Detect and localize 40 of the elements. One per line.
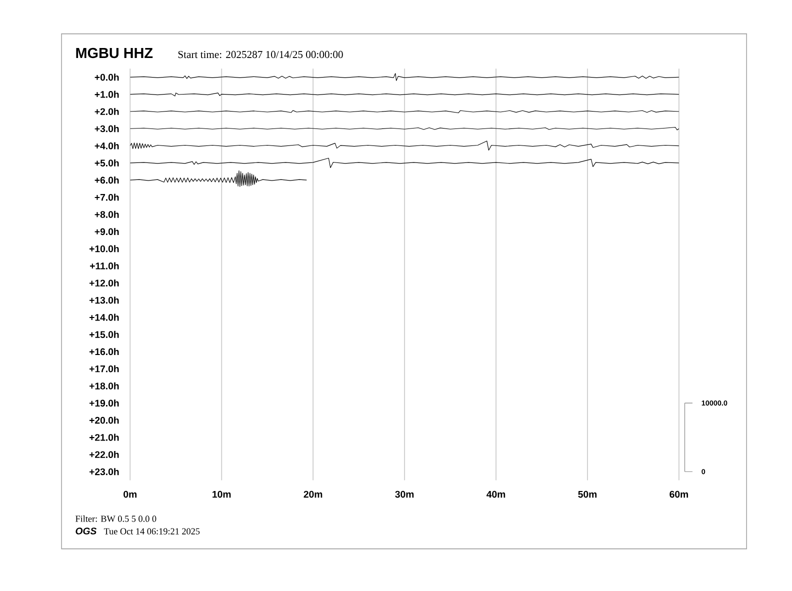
line-series	[130, 72, 679, 81]
x-tick-label: 0m	[124, 490, 136, 498]
y-tick-label: +9.0h	[94, 228, 119, 235]
chart-title: MGBU HHZ	[76, 48, 153, 58]
y-tick-label: +7.0h	[94, 194, 119, 201]
y-tick-label: +1.0h	[94, 90, 119, 98]
text: Filter: BW 0.5 5 0.0 0	[76, 515, 156, 522]
x-tick-label: 50m	[578, 490, 597, 498]
y-tick-label: +5.0h	[94, 159, 119, 166]
text: OGS	[76, 527, 97, 534]
x-tick-label: 60m	[670, 490, 688, 498]
y-tick-label: +23.0h	[89, 468, 119, 476]
y-tick-label: +16.0h	[89, 348, 119, 355]
y-tick-label: +13.0h	[89, 296, 119, 304]
y-tick-label: +11.0h	[90, 262, 119, 270]
y-tick-label: +12.0h	[89, 279, 119, 286]
y-tick-label: +0.0h	[94, 73, 119, 81]
line-series	[130, 170, 307, 187]
y-tick-label: +15.0h	[89, 330, 119, 338]
y-tick-label: +3.0h	[94, 124, 119, 132]
y-tick-label: +17.0h	[89, 365, 119, 372]
y-tick-label: +6.0h	[94, 176, 119, 184]
y-tick-label: +14.0h	[89, 314, 119, 321]
y-tick-label: +10.0h	[89, 244, 119, 252]
y-tick-label: +20.0h	[89, 416, 119, 424]
line-series	[130, 140, 679, 150]
line-series	[130, 158, 679, 168]
x-tick-label: 40m	[486, 490, 506, 498]
y-tick-label: +8.0h	[94, 210, 119, 218]
y-tick-label: +18.0h	[89, 382, 119, 390]
y-tick-label: +2.0h	[94, 108, 119, 115]
y-tick-label: +21.0h	[89, 434, 119, 441]
x-tick-label: 30m	[395, 490, 414, 498]
y-tick-label: +4.0h	[94, 142, 119, 150]
y-tick-label: +19.0h	[89, 399, 119, 406]
x-tick-label: 10m	[212, 490, 231, 498]
x-tick-label: 20m	[304, 490, 322, 498]
y-tick-label: +22.0h	[89, 450, 119, 458]
text: Tue Oct 14 06:19:21 2025	[104, 528, 200, 534]
chart-subtitle: Start time: 2025287 10/14/25 00:00:00	[178, 50, 343, 58]
